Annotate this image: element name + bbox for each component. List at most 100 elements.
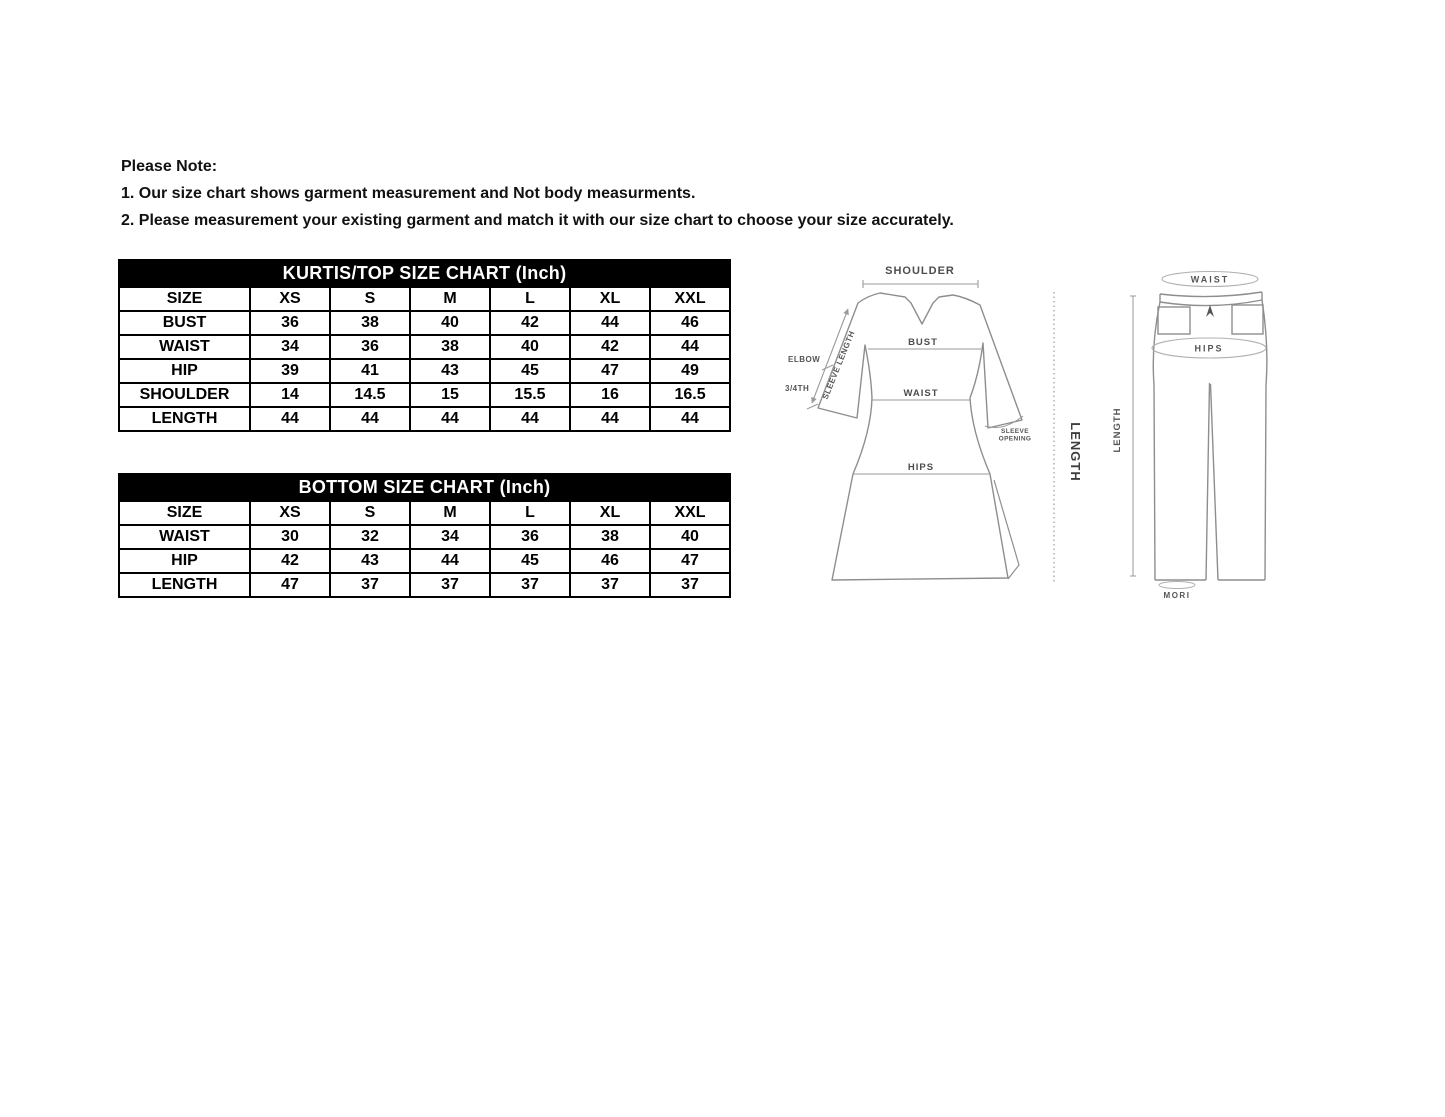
value-cell: 30 [249, 524, 331, 550]
table-row: LENGTH 47 37 37 37 37 37 [118, 572, 731, 598]
bottom-size-table: BOTTOM SIZE CHART (Inch) SIZE XS S M L X… [118, 473, 731, 598]
table-row: HIP 42 43 44 45 46 47 [118, 548, 731, 574]
table-row: WAIST 30 32 34 36 38 40 [118, 524, 731, 550]
kurti-measure-lines [853, 348, 990, 475]
kurti-outline [817, 292, 1023, 581]
table-row: SHOULDER 14 14.5 15 15.5 16 16.5 [118, 382, 732, 408]
value-cell: 40 [649, 524, 731, 550]
value-cell: 45 [489, 358, 571, 384]
column-header: XXL [649, 500, 731, 526]
value-cell: 14 [249, 382, 331, 408]
column-header: M [409, 286, 491, 312]
column-header: XS [249, 500, 331, 526]
pants-pockets [1157, 304, 1264, 335]
note-line-1: 1. Our size chart shows garment measurem… [121, 185, 696, 202]
table-row: LENGTH 44 44 44 44 44 44 [118, 406, 732, 432]
note-line-2: 2. Please measurement your existing garm… [121, 212, 954, 229]
value-cell: 36 [249, 310, 331, 336]
table-row: HIP 39 41 43 45 47 49 [118, 358, 732, 384]
value-cell: 44 [569, 406, 651, 432]
value-cell: 37 [649, 572, 731, 598]
table-header-row: SIZE XS S M L XL XXL [118, 500, 731, 526]
value-cell: 44 [648, 406, 732, 432]
value-cell: 38 [409, 334, 491, 360]
value-cell: 37 [489, 572, 571, 598]
value-cell: 16.5 [648, 382, 732, 408]
pants-waist-ellipse [1161, 270, 1259, 288]
value-cell: 43 [329, 548, 411, 574]
value-cell: 39 [249, 358, 331, 384]
table-title: BOTTOM SIZE CHART (Inch) [118, 473, 731, 502]
note-block: Please Note: 1. Our size chart shows gar… [121, 153, 1121, 234]
value-cell: 14.5 [329, 382, 411, 408]
row-label-cell: LENGTH [118, 572, 251, 598]
kurti-side-slit [993, 479, 1020, 580]
value-cell: 47 [649, 548, 731, 574]
shoulder-label: SHOULDER [885, 265, 955, 277]
kurtis-top-size-table: KURTIS/TOP SIZE CHART (Inch) SIZE XS S M… [117, 259, 732, 432]
value-cell: 42 [249, 548, 331, 574]
row-label-cell: WAIST [118, 524, 251, 550]
elbow-label: ELBOW [788, 355, 820, 364]
value-cell: 44 [489, 406, 571, 432]
row-label-cell: LENGTH [118, 406, 251, 432]
value-cell: 34 [249, 334, 331, 360]
pants-length-line [1130, 295, 1136, 577]
value-cell: 36 [489, 524, 571, 550]
value-cell: 40 [409, 310, 491, 336]
value-cell: 43 [409, 358, 491, 384]
pants-hips-ellipse [1151, 337, 1267, 359]
three-fourth-label: 3/4TH [785, 384, 809, 393]
kurti-measurement-diagram: SHOULDER BUST WAIST HIPS ELBOW 3/4TH SLE… [785, 265, 1083, 583]
sleeve-ticks [806, 364, 834, 410]
row-label-cell: WAIST [118, 334, 251, 360]
pants-length-label: LENGTH [1112, 407, 1123, 452]
column-header: M [409, 500, 491, 526]
kurti-length-label: LENGTH [1068, 422, 1083, 481]
value-cell: 46 [569, 548, 651, 574]
value-cell: 38 [329, 310, 411, 336]
note-title: Please Note: [121, 158, 218, 175]
sleeve-length-arrow [811, 308, 849, 404]
table-row: BUST 36 38 40 42 44 46 [118, 310, 732, 336]
value-cell: 45 [489, 548, 571, 574]
value-cell: 47 [569, 358, 651, 384]
value-cell: 49 [648, 358, 732, 384]
shoulder-measure-line [862, 280, 979, 288]
value-cell: 37 [569, 572, 651, 598]
value-cell: 47 [249, 572, 331, 598]
value-cell: 15.5 [489, 382, 571, 408]
column-header: S [329, 286, 411, 312]
value-cell: 32 [329, 524, 411, 550]
value-cell: 46 [648, 310, 732, 336]
pants-waistband [1159, 291, 1263, 307]
value-cell: 36 [329, 334, 411, 360]
column-header: SIZE [118, 286, 251, 312]
value-cell: 34 [409, 524, 491, 550]
row-label-cell: BUST [118, 310, 251, 336]
table-title: KURTIS/TOP SIZE CHART (Inch) [117, 259, 732, 288]
value-cell: 37 [409, 572, 491, 598]
column-header: L [489, 286, 571, 312]
column-header: XL [569, 500, 651, 526]
fly-arrow-icon [1206, 305, 1214, 317]
value-cell: 44 [409, 548, 491, 574]
value-cell: 37 [329, 572, 411, 598]
sleeve-opening-bracket [984, 415, 1024, 429]
table-row: WAIST 34 36 38 40 42 44 [118, 334, 732, 360]
row-label-cell: HIP [118, 358, 251, 384]
sleeve-opening-label-1: SLEEVE [1001, 428, 1029, 435]
hips-label: HIPS [908, 462, 934, 473]
waist-label: WAIST [903, 388, 938, 399]
pants-outline [1152, 299, 1268, 581]
value-cell: 38 [569, 524, 651, 550]
value-cell: 44 [329, 406, 411, 432]
column-header: XS [249, 286, 331, 312]
value-cell: 44 [569, 310, 651, 336]
row-label-cell: HIP [118, 548, 251, 574]
table-title-row: KURTIS/TOP SIZE CHART (Inch) [117, 259, 732, 288]
column-header: S [329, 500, 411, 526]
mori-label: MORI [1164, 591, 1191, 600]
pants-waist-label: WAIST [1191, 275, 1230, 285]
